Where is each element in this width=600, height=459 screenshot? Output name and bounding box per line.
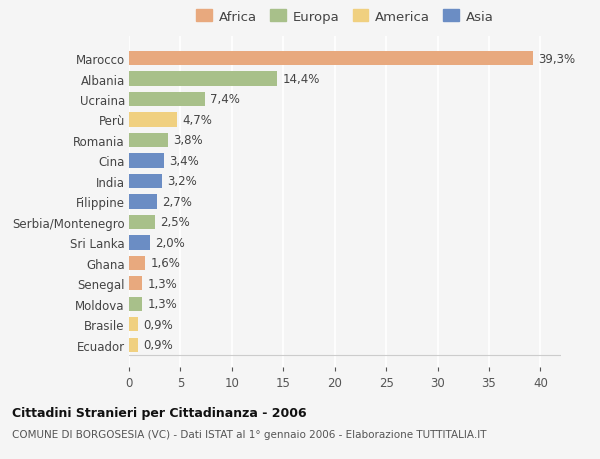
Text: 2,7%: 2,7% <box>162 196 192 208</box>
Bar <box>129 235 149 250</box>
Text: 3,4%: 3,4% <box>169 155 199 168</box>
Bar <box>129 318 138 332</box>
Text: 39,3%: 39,3% <box>538 52 575 65</box>
Text: 2,5%: 2,5% <box>160 216 190 229</box>
Text: 1,3%: 1,3% <box>148 298 177 311</box>
Text: 0,9%: 0,9% <box>143 318 173 331</box>
Text: 7,4%: 7,4% <box>210 93 240 106</box>
Text: 1,3%: 1,3% <box>148 277 177 290</box>
Bar <box>129 215 155 230</box>
Legend: Africa, Europa, America, Asia: Africa, Europa, America, Asia <box>196 10 494 23</box>
Bar <box>129 338 138 352</box>
Bar <box>129 297 142 311</box>
Bar <box>129 174 162 189</box>
Bar <box>129 134 168 148</box>
Text: 3,2%: 3,2% <box>167 175 197 188</box>
Text: Cittadini Stranieri per Cittadinanza - 2006: Cittadini Stranieri per Cittadinanza - 2… <box>12 406 307 419</box>
Bar <box>129 52 533 66</box>
Bar <box>129 277 142 291</box>
Text: 4,7%: 4,7% <box>182 114 212 127</box>
Bar <box>129 195 157 209</box>
Text: 0,9%: 0,9% <box>143 339 173 352</box>
Bar <box>129 256 145 270</box>
Text: COMUNE DI BORGOSESIA (VC) - Dati ISTAT al 1° gennaio 2006 - Elaborazione TUTTITA: COMUNE DI BORGOSESIA (VC) - Dati ISTAT a… <box>12 429 487 439</box>
Text: 14,4%: 14,4% <box>282 73 320 86</box>
Bar <box>129 72 277 86</box>
Bar <box>129 154 164 168</box>
Bar <box>129 93 205 107</box>
Text: 2,0%: 2,0% <box>155 236 184 249</box>
Bar <box>129 113 178 127</box>
Text: 3,8%: 3,8% <box>173 134 203 147</box>
Text: 1,6%: 1,6% <box>151 257 181 270</box>
